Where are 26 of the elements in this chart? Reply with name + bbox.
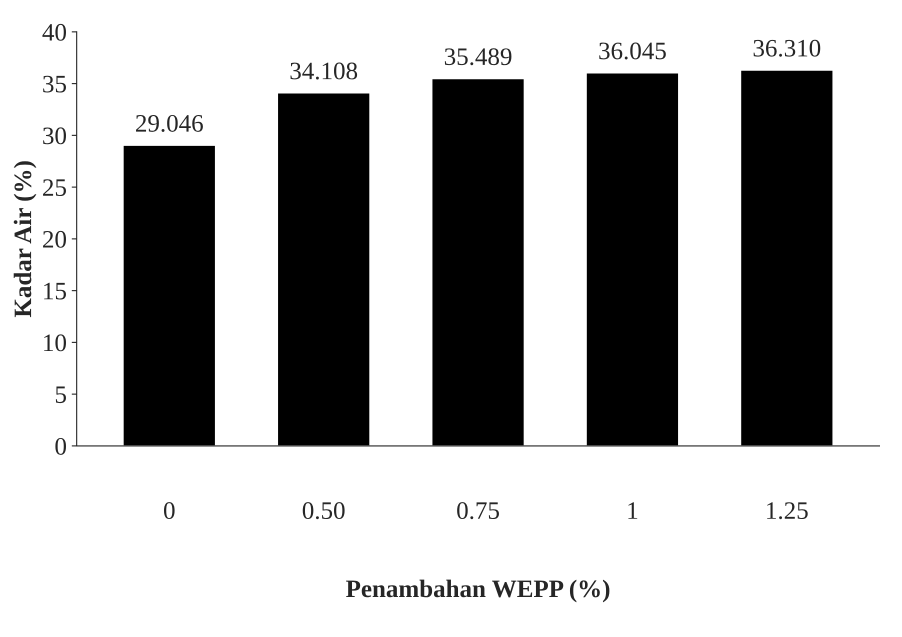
x-tick-label: 1 <box>628 502 638 519</box>
x-tick-label: 1.25 <box>767 502 808 520</box>
bar <box>276 92 371 446</box>
y-tick-label: 0 <box>55 438 66 455</box>
y-tick-label: 35 <box>43 76 66 93</box>
y-axis-title: Kadar Air (%) <box>14 161 36 318</box>
data-label: 34.108 <box>290 62 358 80</box>
x-tick-label: 0 <box>164 502 175 520</box>
bar <box>740 69 834 446</box>
y-tick-label: 40 <box>42 24 66 41</box>
bar <box>431 78 526 446</box>
x-tick-label: 0.50 <box>302 502 345 520</box>
y-tick-label: 30 <box>43 127 66 144</box>
data-label: 29.046 <box>136 114 203 132</box>
bar <box>122 144 216 446</box>
y-tick-label: 25 <box>43 179 66 196</box>
y-tick-label: 5 <box>56 386 66 404</box>
x-tick-label: 0.75 <box>457 502 499 520</box>
y-tick-label: 10 <box>44 334 66 352</box>
bar <box>585 72 680 446</box>
data-label: 36.045 <box>599 42 666 60</box>
data-label: 35.489 <box>444 48 512 66</box>
x-axis-title: Penambahan WEPP (%) <box>346 580 610 602</box>
y-tick-label: 20 <box>43 230 66 248</box>
data-label: 36.310 <box>754 40 820 57</box>
y-tick-label: 15 <box>44 282 66 300</box>
